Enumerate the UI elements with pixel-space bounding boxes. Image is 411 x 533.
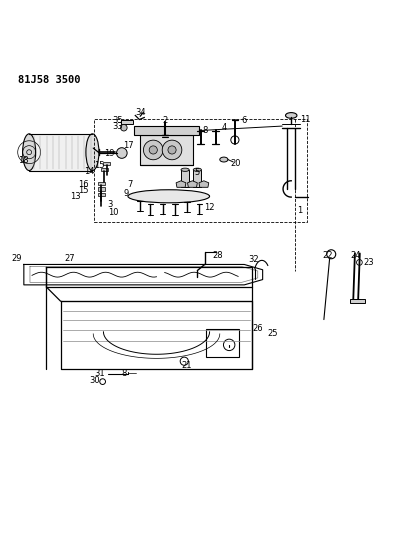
Text: 11: 11 (300, 115, 311, 124)
Bar (98, 193, 105, 196)
Text: 3: 3 (107, 199, 112, 208)
Text: 31: 31 (94, 369, 105, 378)
Text: 34: 34 (135, 108, 145, 117)
Bar (350, 299, 365, 303)
Bar (140, 135, 193, 165)
Circle shape (116, 148, 127, 158)
Polygon shape (176, 181, 186, 187)
Bar (120, 119, 133, 124)
Polygon shape (187, 181, 197, 187)
Text: 23: 23 (363, 258, 374, 267)
Text: 8: 8 (121, 369, 127, 378)
Text: 14: 14 (84, 167, 95, 176)
Circle shape (143, 140, 163, 160)
Text: 19: 19 (104, 149, 115, 158)
Text: 10: 10 (109, 208, 119, 217)
Ellipse shape (23, 134, 36, 171)
Ellipse shape (181, 168, 189, 172)
Bar (134, 126, 199, 135)
Bar (98, 187, 105, 191)
Circle shape (168, 146, 176, 154)
Text: 9: 9 (123, 189, 129, 198)
Ellipse shape (286, 112, 297, 118)
Text: 15: 15 (94, 161, 105, 170)
Text: 12: 12 (204, 203, 215, 212)
Bar (101, 168, 108, 172)
Text: 18: 18 (18, 156, 29, 165)
Bar (98, 182, 105, 185)
Bar (193, 169, 201, 187)
Circle shape (149, 146, 157, 154)
Text: 27: 27 (65, 254, 75, 263)
Text: 13: 13 (70, 192, 81, 201)
Text: 32: 32 (248, 255, 259, 264)
Ellipse shape (128, 190, 210, 203)
Circle shape (120, 124, 127, 131)
Text: 24: 24 (351, 251, 361, 260)
Text: 15: 15 (78, 186, 88, 195)
Text: 20: 20 (231, 159, 241, 168)
Ellipse shape (193, 168, 201, 172)
Text: 30: 30 (89, 376, 100, 385)
Text: 8: 8 (203, 126, 208, 135)
Text: 5: 5 (195, 168, 200, 177)
Text: 29: 29 (12, 254, 22, 263)
Text: 22: 22 (323, 251, 333, 260)
Ellipse shape (86, 134, 99, 171)
Text: 6: 6 (242, 116, 247, 125)
Text: 26: 26 (252, 324, 263, 333)
Text: 33: 33 (112, 122, 123, 131)
Ellipse shape (220, 157, 228, 162)
Text: 81J58 3500: 81J58 3500 (18, 76, 80, 85)
Bar (29, 134, 92, 171)
Bar (181, 169, 189, 187)
Circle shape (162, 140, 182, 160)
Bar (206, 329, 239, 357)
Text: 16: 16 (78, 180, 88, 189)
Text: 2: 2 (162, 116, 167, 125)
Text: 25: 25 (268, 329, 278, 338)
Text: 1: 1 (297, 206, 302, 215)
Text: 17: 17 (122, 141, 133, 150)
Text: 21: 21 (182, 361, 192, 370)
Text: 35: 35 (113, 116, 123, 125)
Text: 4: 4 (221, 123, 226, 132)
Bar (104, 162, 110, 165)
Polygon shape (199, 181, 209, 187)
Text: 28: 28 (212, 251, 223, 260)
Text: 7: 7 (127, 180, 133, 189)
